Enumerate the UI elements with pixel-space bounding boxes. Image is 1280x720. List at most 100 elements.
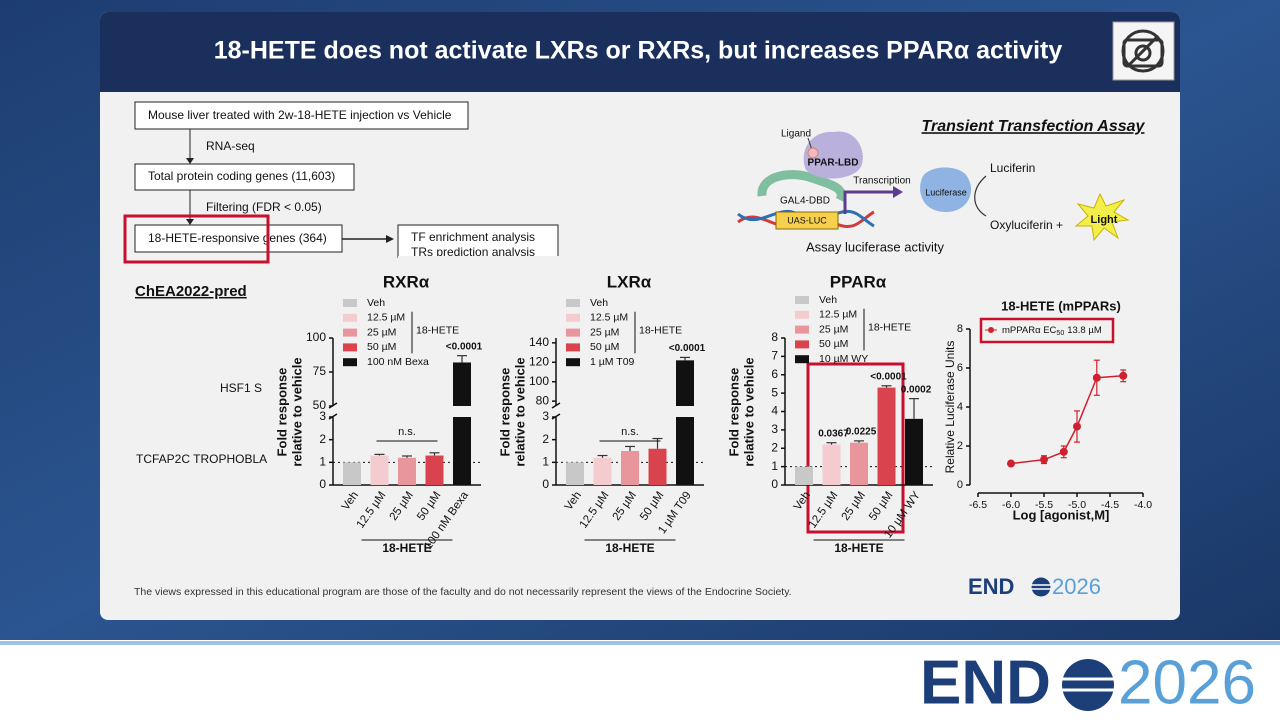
flow-box: [397, 224, 559, 258]
bar: [795, 466, 813, 485]
group-label: 18-HETE: [834, 541, 883, 555]
y-tick-label: 2: [957, 440, 963, 452]
ligand-shape: [807, 147, 819, 159]
x-tick-label: -6.0: [1002, 499, 1020, 511]
legend-swatch: [566, 313, 580, 322]
light-star: [1074, 192, 1130, 242]
assay-label: Luciferase: [925, 187, 967, 197]
term-label: TCFAP2C TROPHOBLA: [136, 452, 267, 466]
assay-caption: Assay luciferase activity: [806, 239, 944, 254]
data-point: [1040, 455, 1048, 464]
legend-swatch: [343, 299, 357, 307]
gal4-shape: [757, 170, 846, 203]
legend-group-label: 18-HETE: [639, 324, 682, 336]
axis-break: [551, 402, 561, 409]
legend-marker: [988, 327, 994, 333]
p-value-label: <0.0001: [446, 341, 483, 352]
y-tick-label: 1: [771, 459, 778, 473]
bar: [877, 387, 896, 485]
y-axis-label: Relative Luciferase Units: [943, 341, 957, 474]
legend-swatch: [343, 343, 357, 352]
y-tick-label: 8: [957, 323, 963, 335]
enzyme-shape: [920, 167, 972, 212]
legend-label: 12.5 µM: [590, 312, 628, 324]
reaction-arrow: [974, 175, 987, 217]
logo-o: [1031, 577, 1051, 597]
bar: [621, 451, 639, 485]
significance-label: n.s.: [398, 426, 416, 438]
highlight-box: [123, 214, 270, 264]
transcription-arrow: [843, 190, 895, 214]
legend-swatch: [795, 310, 809, 319]
legend-swatch: [795, 340, 809, 349]
flow-step: 18-HETE-responsive genes (364): [148, 231, 327, 245]
x-tick-label: -4.5: [1101, 499, 1119, 511]
legend-label: 50 µM: [819, 338, 848, 350]
legend-label-part: 13.8 µM: [1067, 325, 1102, 336]
highlight-box: [806, 362, 905, 534]
y-tick-label: 2: [319, 432, 326, 446]
flow-box: [134, 163, 355, 191]
group-label: 18-HETE: [605, 541, 654, 555]
y-axis-label: relative to vehicle: [512, 357, 527, 466]
legend-swatch: [795, 355, 809, 364]
logo-year: 2026: [1118, 648, 1256, 717]
legend-group-label: 18-HETE: [416, 324, 459, 336]
term-label: HSF1 S: [220, 381, 262, 395]
x-tick-label: -5.0: [1068, 499, 1086, 511]
assay-label: PPAR-LBD: [808, 158, 859, 169]
y-tick-label: 4: [771, 404, 778, 418]
legend-label: 25 µM: [367, 326, 396, 338]
logo-word: END: [968, 574, 1014, 599]
legend-label: Veh: [819, 294, 837, 306]
legend-label: Veh: [590, 297, 608, 309]
x-tick-label: -4.0: [1134, 499, 1152, 511]
y-tick-label: 3: [319, 409, 326, 423]
y-tick-label: 80: [536, 393, 550, 407]
legend-box: [979, 317, 1115, 344]
y-axis-label: Fold response: [497, 368, 512, 457]
y-tick-label: 100: [529, 374, 549, 388]
legend-swatch: [795, 325, 809, 334]
assay-diagram: Transient Transfection Assay Ligand PPAR…: [737, 118, 1146, 254]
y-tick-label: 0: [957, 479, 963, 491]
logo-year: 2026: [1052, 574, 1101, 599]
logo-o: [1062, 659, 1114, 711]
logo-small: END 2026: [968, 574, 1101, 599]
legend-swatch: [343, 313, 357, 322]
y-axis-label: relative to vehicle: [741, 357, 756, 466]
bottom-line: [0, 641, 1280, 645]
bar: [370, 455, 389, 485]
bar: [648, 448, 667, 485]
legend-label: 50 µM: [590, 341, 619, 353]
assay-title: Transient Transfection Assay: [922, 118, 1146, 135]
x-tick-label: -5.5: [1035, 499, 1053, 511]
assay-label: UAS-LUC: [787, 215, 827, 225]
flow-output: TRs prediction analysis: [411, 245, 535, 259]
bar: [343, 462, 361, 485]
axis-break: [328, 413, 338, 420]
legend-label: mPPARα EC50 13.8 µM: [1002, 325, 1102, 337]
y-tick-label: 3: [542, 409, 549, 423]
y-axis-label: Fold response: [726, 368, 741, 457]
group-label: 18-HETE: [382, 541, 431, 555]
data-point: [1059, 447, 1068, 456]
bar: [850, 442, 868, 485]
data-point: [1073, 422, 1081, 431]
database-label: ChEA2022-pred: [135, 283, 247, 300]
legend-label: 12.5 µM: [819, 309, 857, 321]
arrow-head: [186, 158, 194, 164]
legend-label: 10 µM WY: [819, 353, 868, 365]
y-tick-label: 0: [542, 477, 549, 491]
data-point: [1119, 371, 1128, 380]
y-tick-label: 1: [319, 455, 326, 469]
legend-group-label: 18-HETE: [868, 321, 911, 333]
y-tick-label: 100: [306, 330, 326, 344]
data-point: [1092, 373, 1101, 382]
bar: [398, 457, 416, 485]
flow-step: Total protein coding genes (11,603): [148, 169, 335, 183]
significance-label: n.s.: [621, 426, 639, 438]
legend-label: 1 µM T09: [590, 356, 635, 368]
bar: [566, 462, 584, 485]
